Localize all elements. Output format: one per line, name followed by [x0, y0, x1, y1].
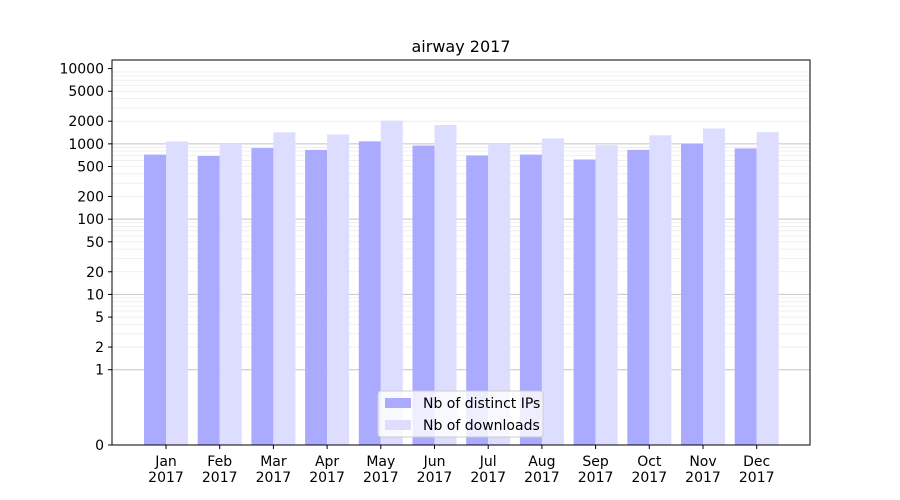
x-tick-label: Oct 2017: [631, 454, 667, 486]
bar-downloads: [273, 132, 296, 446]
y-tick-label: 50: [86, 235, 104, 251]
y-tick-label: 1000: [68, 137, 104, 153]
plot-area: [111, 59, 811, 446]
y-tick-label: 1: [95, 363, 104, 379]
y-tick-label: 500: [77, 160, 104, 176]
y-tick-label: 100: [77, 212, 104, 228]
x-tick-label: Feb 2017: [202, 454, 238, 486]
x-tick-label: May 2017: [363, 454, 399, 486]
bar-downloads: [595, 145, 618, 446]
bar-distinct-ips: [681, 143, 703, 445]
y-axis: 0 1 2 5 10 20 50 100 200 500 1000 2000 5000 10000: [59, 62, 112, 454]
bars-layer: [144, 120, 779, 446]
chart-title: airway 2017: [412, 37, 511, 56]
x-tick-label: Aug 2017: [524, 454, 560, 486]
bar-distinct-ips: [573, 159, 596, 445]
bar-downloads: [541, 138, 564, 445]
bar-distinct-ips: [358, 141, 381, 445]
x-tick-label: Jul 2017: [470, 454, 506, 486]
bar-downloads: [488, 143, 511, 445]
bar-distinct-ips: [305, 149, 328, 445]
bar-distinct-ips: [197, 155, 220, 445]
bar-downloads: [649, 135, 672, 445]
bar-distinct-ips: [144, 154, 166, 445]
x-tick-label: Mar 2017: [256, 454, 292, 486]
y-tick-label: 5: [95, 310, 104, 326]
bar-distinct-ips: [412, 145, 435, 445]
x-tick-label: Jan 2017: [148, 454, 184, 486]
x-axis: Jan 2017 Feb 2017 Mar 2017 Apr 2017 May 2017 Jun 20…: [148, 445, 775, 486]
bar-downloads: [703, 128, 725, 445]
bar-distinct-ips: [519, 154, 542, 445]
y-tick-label: 10000: [59, 62, 104, 78]
y-tick-label: 2: [95, 340, 104, 356]
bar-downloads: [756, 132, 779, 445]
y-tick-label: 20: [86, 265, 104, 281]
bar-downloads: [327, 134, 350, 445]
x-tick-label: Jun 2017: [417, 454, 453, 486]
bar-downloads: [219, 143, 242, 445]
x-tick-label: Dec 2017: [739, 454, 775, 486]
y-tick-label: 0: [95, 438, 104, 454]
y-tick-label: 2000: [68, 114, 104, 130]
legend-swatch-distinct-ips: [385, 398, 411, 408]
legend-label-distinct-ips: Nb of distinct IPs: [423, 396, 540, 412]
legend: Nb of distinct IPs Nb of downloads: [377, 390, 544, 438]
x-tick-label: Apr 2017: [309, 454, 345, 486]
bar-downloads: [380, 120, 403, 445]
bar-distinct-ips: [251, 148, 274, 445]
x-tick-label: Sep 2017: [578, 454, 614, 486]
y-tick-label: 5000: [68, 84, 104, 100]
legend-swatch-downloads: [385, 420, 411, 430]
bar-distinct-ips: [734, 148, 757, 445]
legend-label-downloads: Nb of downloads: [423, 418, 540, 434]
bar-distinct-ips: [466, 155, 489, 445]
bar-downloads: [166, 141, 188, 445]
bar-distinct-ips: [627, 149, 650, 445]
bar-downloads: [434, 125, 457, 445]
y-tick-label: 200: [77, 189, 104, 205]
x-tick-label: Nov 2017: [685, 454, 721, 486]
y-tick-label: 10: [86, 287, 104, 303]
legend-box: [377, 390, 544, 438]
